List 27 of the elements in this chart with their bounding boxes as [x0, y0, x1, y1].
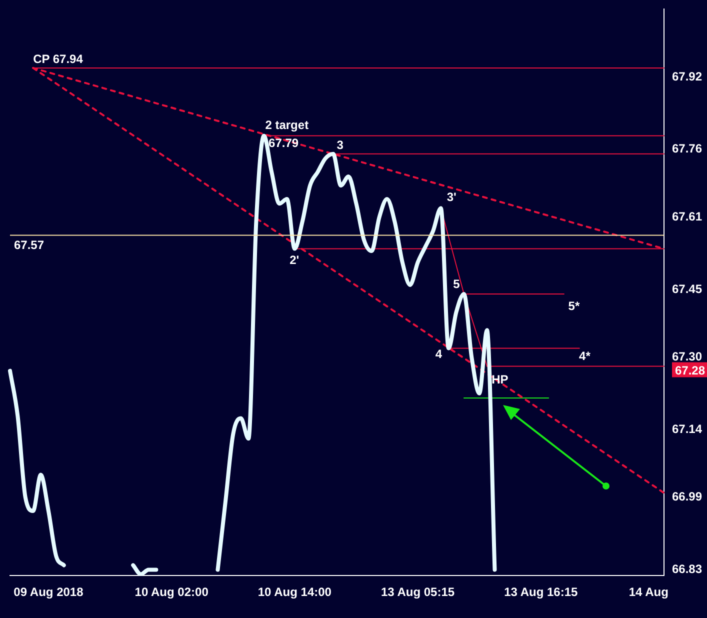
- x-tick-label: 10 Aug 14:00: [258, 585, 332, 600]
- x-tick-label: 13 Aug 16:15: [504, 585, 578, 600]
- annotation: 5*: [568, 298, 580, 313]
- y-tick-label: 67.14: [672, 422, 702, 436]
- annotation: 2': [290, 252, 300, 267]
- annotation: 3': [446, 190, 457, 204]
- x-tick-label: 13 Aug 05:15: [380, 585, 455, 600]
- annotation: 2 target: [265, 118, 309, 132]
- y-tick-label: 67.76: [672, 142, 702, 156]
- annotation: CP 67.94: [33, 52, 84, 66]
- y-tick-label: 66.83: [672, 562, 702, 576]
- annotation: 3: [336, 138, 344, 152]
- text: 67.28: [675, 363, 706, 378]
- y-tick-label: 67.92: [672, 69, 702, 84]
- x-tick-label: 09 Aug 2018: [14, 585, 84, 600]
- annotation: HP: [492, 372, 508, 386]
- x-tick-label: 10 Aug 02:00: [134, 585, 209, 600]
- y-tick-label: 67.61: [672, 209, 702, 224]
- y-tick-label: 67.30: [672, 350, 702, 364]
- y-tick-label: 67.45: [672, 282, 702, 296]
- annotation: 67.79: [268, 136, 299, 150]
- x-tick-label: 14 Aug: [628, 585, 668, 600]
- ref-line-label: 67.57: [14, 238, 44, 252]
- annotation: 4*: [579, 349, 591, 364]
- y-tick-label: 66.99: [672, 490, 702, 504]
- annotation: 4: [435, 347, 442, 362]
- annotation: 5: [453, 276, 460, 291]
